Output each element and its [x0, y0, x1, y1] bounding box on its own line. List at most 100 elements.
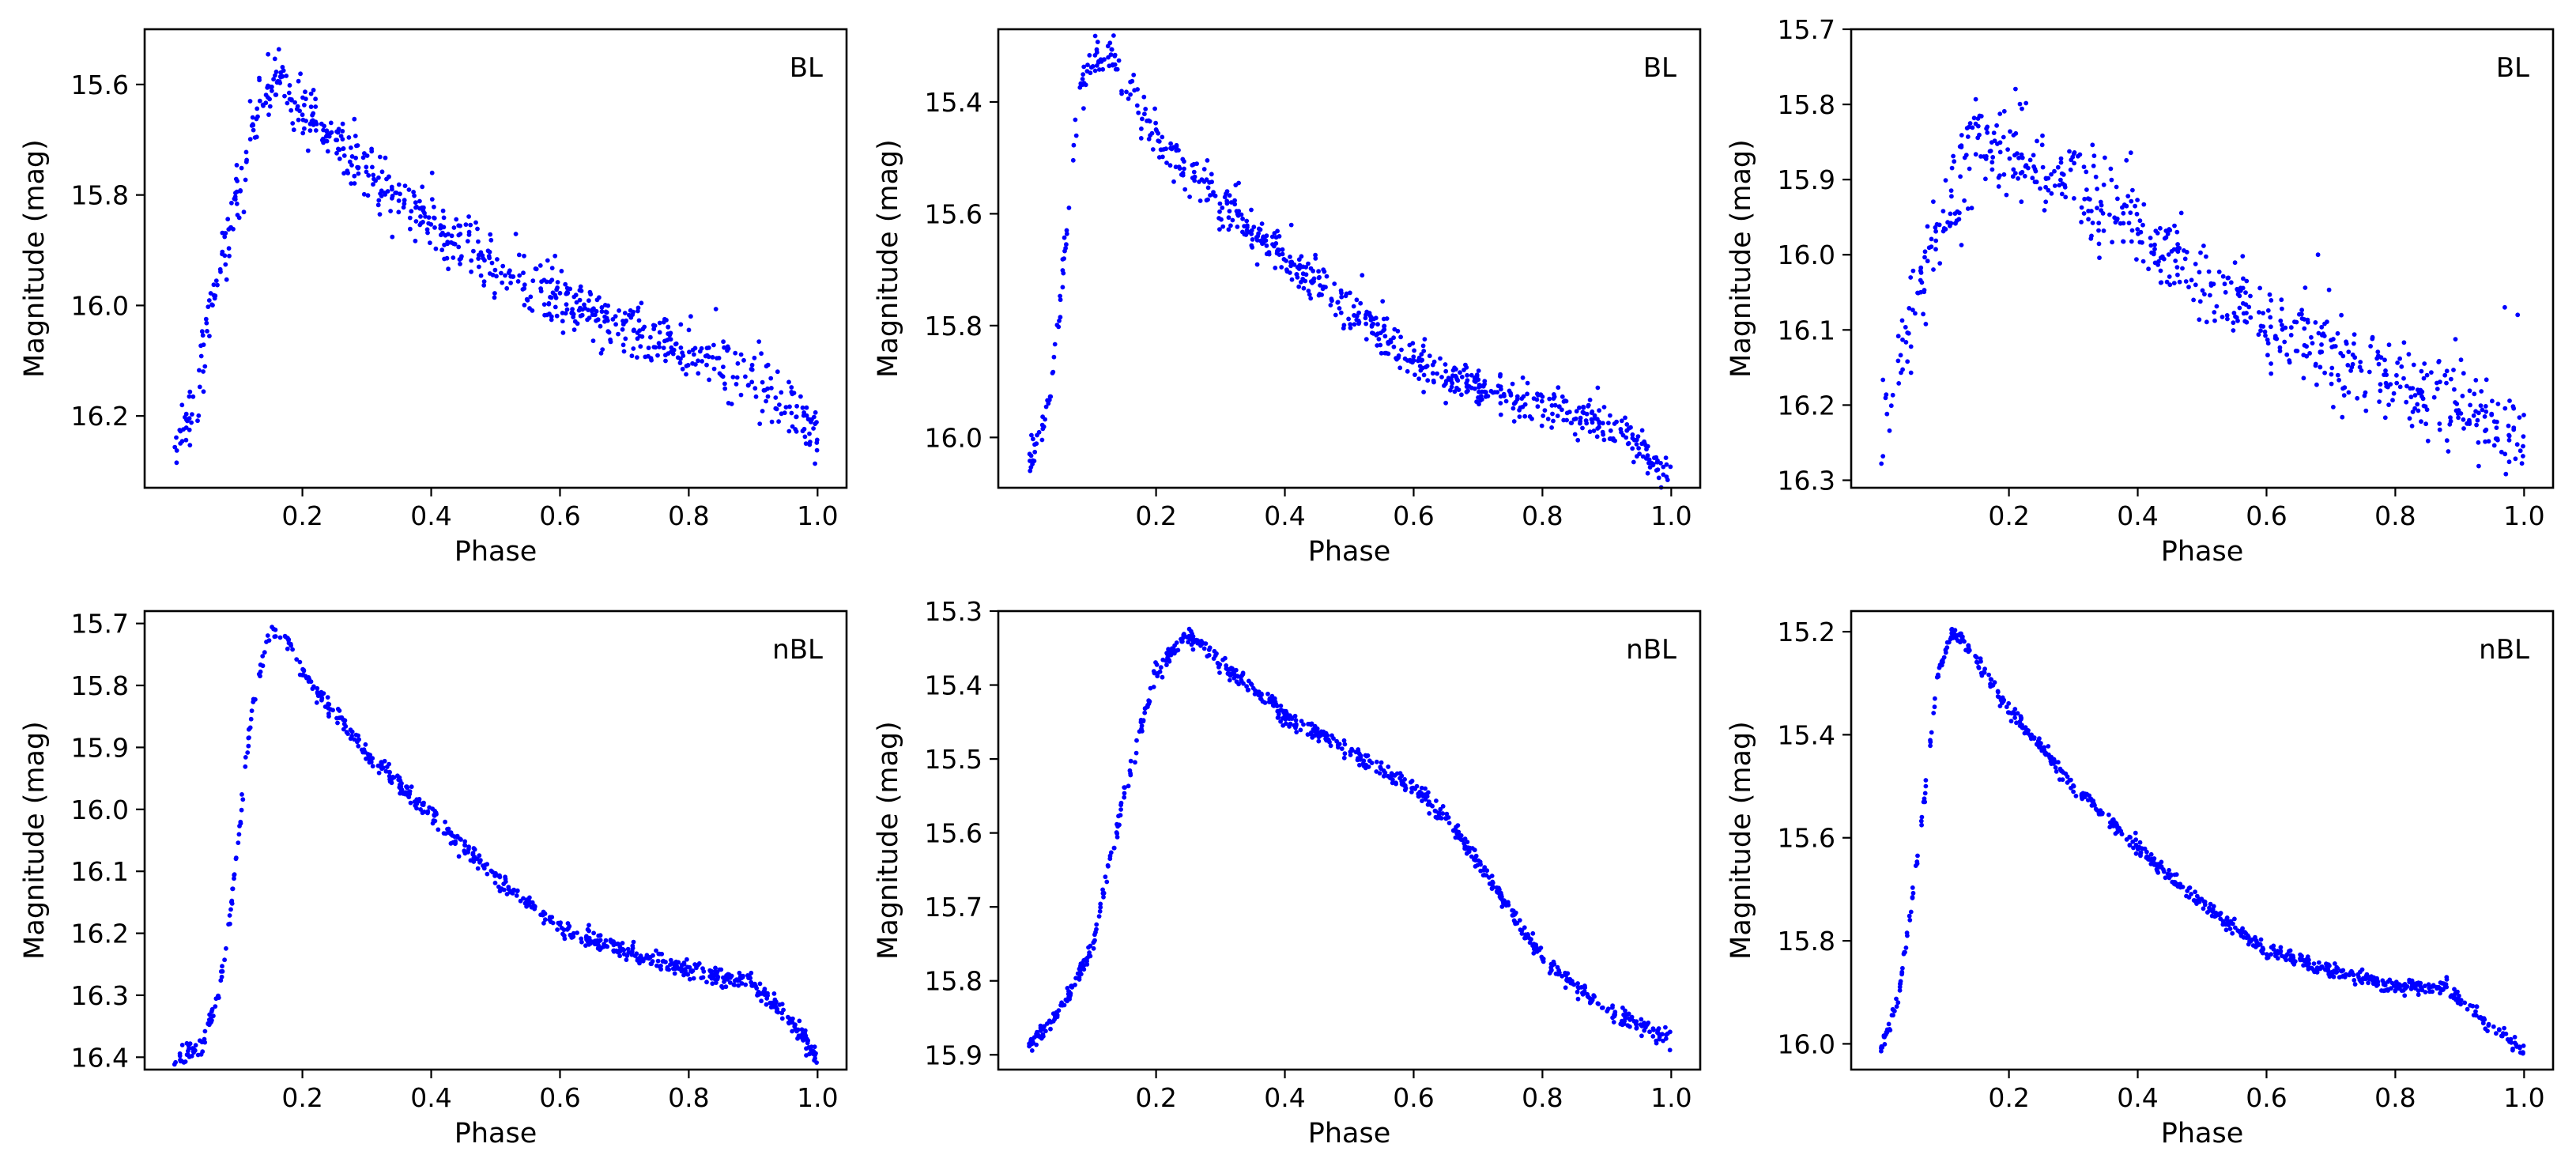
data-point-outlier [1288, 222, 1294, 228]
data-point [1174, 148, 1179, 153]
data-point [2326, 287, 2332, 292]
data-point [1244, 218, 1250, 224]
data-point [2256, 332, 2261, 338]
data-point [1469, 854, 1474, 859]
data-point [653, 345, 658, 350]
data-point [2193, 282, 2198, 288]
panel-tag: nBL [1626, 634, 1676, 666]
data-point [1619, 418, 1624, 424]
data-point [2246, 942, 2251, 947]
data-point [1908, 909, 1914, 915]
data-point [1301, 722, 1306, 727]
data-point [1341, 326, 1346, 331]
data-point [1128, 758, 1133, 764]
data-point [324, 129, 329, 134]
data-point [2517, 415, 2522, 420]
data-point [2016, 155, 2021, 160]
data-point [2096, 812, 2102, 817]
data-point [2012, 707, 2018, 711]
data-point [2263, 333, 2268, 338]
data-point [2114, 184, 2119, 190]
data-point [534, 266, 539, 272]
data-point [1574, 409, 1579, 414]
data-point [1473, 864, 1478, 869]
data-point [2462, 1000, 2468, 1006]
data-point [1454, 367, 1458, 372]
data-point [1060, 257, 1065, 262]
data-point [1119, 89, 1124, 94]
data-point [553, 292, 558, 298]
data-point [786, 428, 792, 434]
data-point [2352, 982, 2358, 987]
data-point [1895, 358, 1901, 364]
data-point [326, 714, 331, 719]
data-point [704, 979, 709, 985]
data-point [243, 764, 248, 769]
data-point [1922, 799, 1928, 805]
data-point [524, 296, 530, 302]
data-point [1517, 414, 1522, 419]
data-point [2158, 225, 2163, 231]
data-point [2309, 334, 2314, 340]
data-point [1442, 383, 1446, 388]
data-point [2268, 315, 2273, 320]
data-point [2103, 155, 2107, 160]
data-point [2089, 798, 2095, 804]
data-point [2496, 1027, 2502, 1032]
data-point [446, 266, 451, 272]
data-point [1156, 139, 1162, 144]
data-point [183, 411, 189, 417]
data-point [436, 827, 441, 832]
data-point [422, 210, 427, 216]
data-point [1472, 379, 1477, 383]
data-point [1169, 146, 1175, 152]
data-point [681, 972, 686, 978]
data-point [1933, 247, 1938, 252]
data-point [1182, 166, 1186, 172]
data-point [2397, 384, 2403, 390]
data-point [2495, 436, 2500, 441]
data-point [1156, 155, 1162, 160]
data-point [1482, 379, 1488, 383]
data-point [722, 381, 727, 387]
data-point [687, 976, 692, 982]
data-point [1587, 1000, 1593, 1006]
data-point [1382, 334, 1388, 339]
data-point [195, 418, 200, 424]
data-point [1399, 347, 1404, 353]
data-point [2419, 419, 2423, 425]
data-point [451, 255, 456, 260]
data-point [1263, 238, 1269, 243]
data-point [2071, 783, 2076, 788]
data-point [271, 77, 276, 82]
data-point [247, 137, 253, 142]
data-point [2267, 292, 2272, 297]
data-point [508, 281, 513, 285]
data-point [2211, 904, 2216, 909]
data-point [1164, 146, 1168, 152]
data-point [1115, 835, 1120, 840]
data-point [257, 75, 262, 81]
data-point [595, 317, 601, 323]
data-point [2436, 358, 2442, 364]
data-point [206, 304, 211, 309]
data-point [1240, 216, 1245, 221]
data-point [2081, 211, 2087, 216]
data-point [746, 975, 752, 980]
data-point [588, 292, 594, 297]
data-point [263, 92, 269, 97]
data-point [352, 181, 357, 186]
panel-tag: BL [1643, 52, 1676, 84]
data-point [2189, 892, 2194, 896]
data-point [492, 881, 498, 885]
data-point [1115, 66, 1120, 72]
data-point [1572, 432, 1578, 437]
data-point [2351, 972, 2356, 978]
data-point [1951, 153, 1956, 159]
data-point [2376, 361, 2382, 367]
data-point [1908, 344, 1914, 349]
data-point [1046, 401, 1051, 406]
y-tick-label: 16.3 [71, 980, 129, 1011]
data-point [1133, 750, 1139, 756]
y-tick-label: 15.6 [1778, 823, 1835, 854]
